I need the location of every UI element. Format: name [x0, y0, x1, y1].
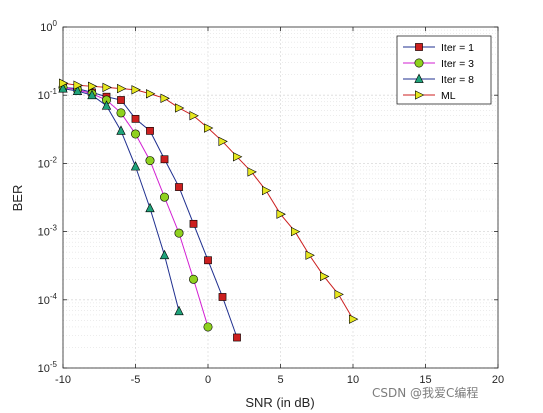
data-point: [189, 111, 199, 121]
legend-marker: [414, 90, 425, 100]
legend-item: Iter = 3: [403, 58, 474, 70]
data-point: [101, 100, 112, 110]
data-point: [160, 155, 169, 164]
data-point: [160, 192, 170, 202]
data-point: [218, 293, 227, 301]
data-point: [174, 228, 184, 238]
data-point: [189, 219, 198, 228]
legend-marker: [415, 43, 423, 51]
data-point: [233, 152, 243, 162]
data-point: [117, 96, 125, 104]
data-point: [116, 125, 126, 135]
data-point: [145, 156, 155, 166]
legend-label: Iter = 1: [441, 42, 474, 54]
data-point: [87, 89, 97, 100]
data-point: [319, 271, 330, 282]
y-tick-label: 10-1: [38, 87, 58, 102]
data-point: [247, 167, 257, 177]
data-point: [203, 322, 213, 332]
data-point: [131, 114, 140, 123]
data-point: [117, 83, 127, 94]
y-tick-label: 10-5: [38, 360, 58, 375]
series-ml: [58, 78, 359, 324]
data-point: [204, 256, 212, 265]
x-tick-label: -5: [131, 374, 141, 386]
data-point: [175, 103, 185, 113]
data-point: [276, 209, 286, 219]
data-point: [146, 89, 156, 99]
legend-marker: [414, 58, 424, 68]
data-point: [233, 333, 241, 342]
legend-item: Iter = 1: [403, 42, 474, 54]
data-point: [189, 274, 199, 284]
y-tick-label: 10-2: [38, 155, 58, 170]
data-point: [116, 108, 126, 118]
data-point: [58, 78, 69, 88]
data-point: [174, 305, 184, 316]
legend-item: ML: [403, 90, 456, 102]
data-point: [305, 250, 315, 260]
data-point: [131, 85, 141, 95]
data-point: [160, 93, 170, 104]
x-axis-ticks: -10 -5 0 5 10 15 20: [55, 27, 504, 386]
series: [58, 78, 359, 342]
legend-items: Iter = 1 Iter = 3 Iter = 8 ML: [403, 42, 474, 102]
data-point: [290, 226, 301, 237]
data-point: [102, 82, 112, 93]
y-tick-label: 100: [40, 19, 57, 34]
legend: Iter = 1 Iter = 3 Iter = 8 ML: [396, 35, 492, 105]
data-point: [261, 185, 272, 196]
y-axis-ticks: 10-5 10-4 10-3 10-2 10-1 100: [38, 19, 498, 375]
data-point: [204, 123, 214, 133]
data-point: [72, 85, 83, 95]
data-point: [348, 314, 359, 324]
x-tick-label: 0: [205, 374, 211, 386]
y-tick-label: 10-4: [38, 292, 58, 307]
x-tick-label: 20: [492, 374, 504, 386]
legend-item: Iter = 8: [403, 73, 474, 86]
x-axis-label: SNR (in dB): [245, 395, 314, 410]
x-tick-label: -10: [55, 374, 71, 386]
series-iter-8: [58, 83, 184, 316]
x-tick-label: 10: [347, 374, 359, 386]
legend-label: Iter = 8: [441, 74, 474, 86]
watermark: CSDN @我爱C编程: [372, 386, 479, 400]
data-point: [130, 161, 141, 171]
legend-marker: [414, 73, 424, 83]
x-tick-label: 5: [277, 374, 283, 386]
data-point: [88, 81, 98, 91]
series-iter-3: [58, 82, 213, 332]
data-point: [175, 183, 183, 191]
y-tick-label: 10-3: [38, 224, 58, 239]
legend-label: ML: [441, 90, 456, 102]
data-point: [159, 249, 170, 260]
data-point: [146, 126, 154, 135]
data-point: [218, 136, 228, 147]
data-point: [145, 202, 155, 213]
data-point: [334, 289, 344, 300]
legend-label: Iter = 3: [441, 58, 474, 70]
y-axis-label: BER: [10, 185, 25, 212]
data-point: [73, 80, 83, 90]
x-tick-label: 15: [419, 374, 431, 386]
data-point: [131, 129, 141, 139]
data-point: [58, 83, 68, 93]
